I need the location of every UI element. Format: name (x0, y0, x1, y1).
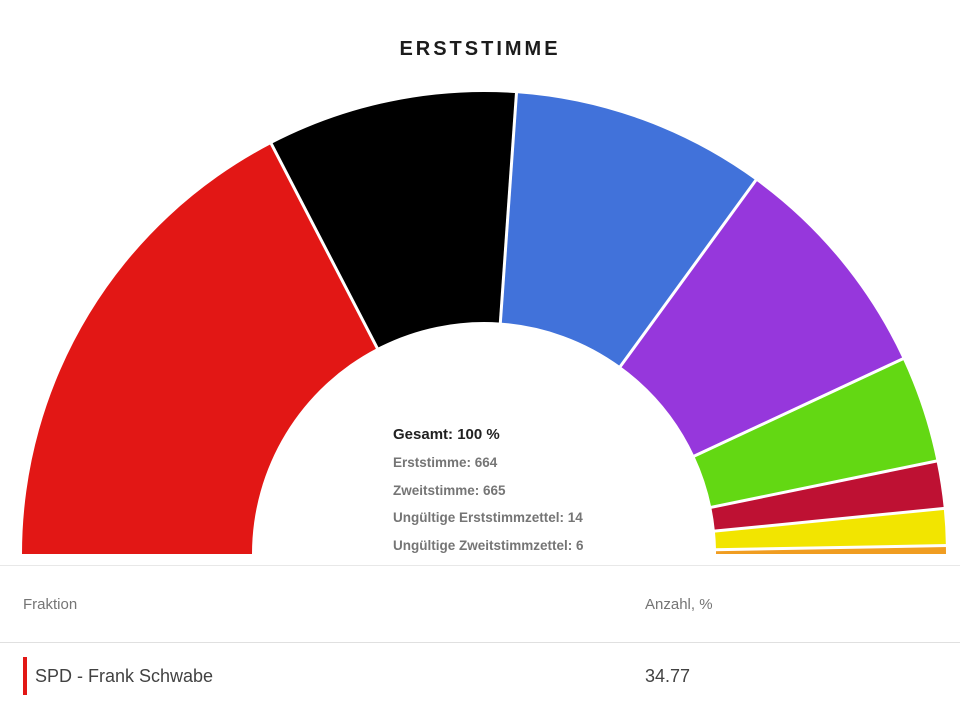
segment-separator (269, 141, 380, 351)
table-row[interactable]: SPD - Frank Schwabe 34.77 (0, 643, 960, 709)
segment-separator (617, 177, 759, 369)
segment-separator (691, 356, 906, 459)
page-title: ERSTSTIMME (399, 38, 561, 60)
chart-segment-yellow[interactable] (714, 508, 946, 550)
segment-separator (713, 544, 948, 552)
chart-area: ERSTSTIMME Gesamt: 100 % Erststimme: 664… (22, 38, 948, 566)
chart-segment-black[interactable] (271, 91, 517, 349)
table-header-row: Fraktion Anzahl, % (0, 565, 960, 643)
zweitstimme-count: Zweitstimme: 665 (393, 482, 506, 498)
chart-segment-green[interactable] (694, 358, 937, 508)
chart-segment-purple[interactable] (620, 180, 903, 457)
chart-segment-spd[interactable] (22, 143, 378, 554)
column-header-fraktion: Fraktion (23, 595, 78, 613)
chart-center-info: Gesamt: 100 % Erststimme: 664 Zweitstimm… (393, 426, 584, 566)
invalid-zweitstimmzettel-count: Ungültige Zweitstimmzettel: 6 (393, 537, 584, 553)
row-fraktion-value: SPD - Frank Schwabe (35, 665, 214, 686)
segment-separator (498, 90, 519, 325)
chart-segment-blue[interactable] (500, 93, 756, 367)
results-table: Fraktion Anzahl, % SPD - Frank Schwabe 3… (0, 565, 960, 709)
segment-separator (712, 506, 946, 533)
invalid-erststimmzettel-count: Ungültige Erststimmzettel: 14 (393, 510, 583, 525)
row-accent-bar (23, 657, 27, 695)
segment-separator (708, 459, 939, 510)
erststimme-half-donut-chart (22, 90, 948, 554)
column-header-anzahl: Anzahl, % (645, 595, 713, 613)
row-anzahl-value: 34.77 (645, 665, 691, 686)
erststimme-count: Erststimme: 664 (393, 455, 498, 470)
total-label: Gesamt: 100 % (393, 426, 500, 443)
